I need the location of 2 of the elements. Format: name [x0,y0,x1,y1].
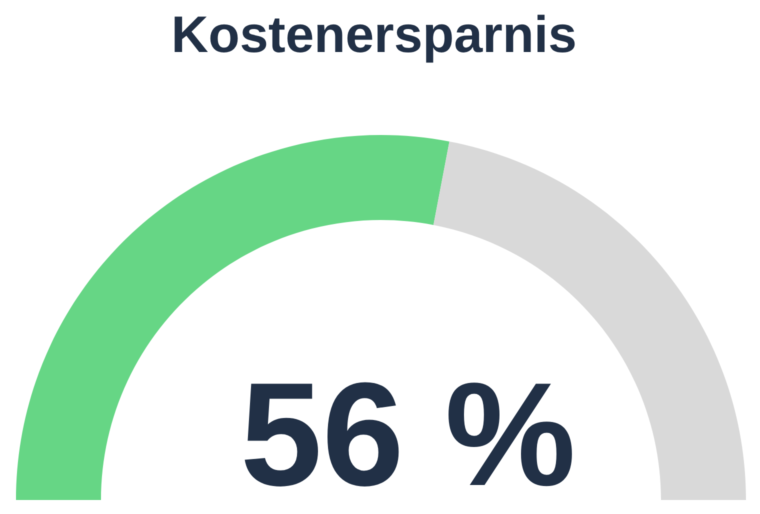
chart-title: Kostenersparnis [174,14,575,63]
data-label: 56 % [244,382,572,486]
